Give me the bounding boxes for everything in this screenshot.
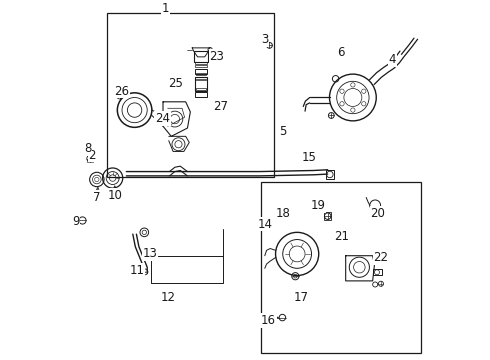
Text: 21: 21 bbox=[334, 230, 349, 243]
Bar bbox=[324, 212, 331, 220]
Bar bbox=[195, 62, 207, 64]
Bar bbox=[373, 269, 382, 275]
Bar bbox=[195, 65, 207, 67]
Bar bbox=[87, 159, 93, 162]
Text: 10: 10 bbox=[107, 189, 122, 202]
Text: 7: 7 bbox=[93, 191, 100, 204]
Bar bbox=[196, 73, 206, 75]
Text: 1: 1 bbox=[161, 2, 169, 15]
Text: 3: 3 bbox=[261, 33, 269, 46]
Bar bbox=[326, 170, 334, 179]
Text: 16: 16 bbox=[261, 314, 276, 327]
Text: 14: 14 bbox=[257, 217, 272, 230]
Text: 9: 9 bbox=[72, 215, 80, 228]
Text: 17: 17 bbox=[293, 291, 308, 303]
Bar bbox=[196, 69, 207, 74]
Bar bbox=[106, 13, 274, 177]
Text: 24: 24 bbox=[155, 112, 170, 125]
Text: 27: 27 bbox=[213, 100, 228, 113]
Text: 4: 4 bbox=[389, 53, 396, 66]
Text: 25: 25 bbox=[169, 77, 183, 90]
Bar bbox=[196, 77, 207, 91]
Text: 23: 23 bbox=[210, 50, 224, 63]
Bar bbox=[261, 182, 421, 353]
Bar bbox=[194, 51, 208, 62]
Text: 12: 12 bbox=[160, 291, 175, 303]
Text: 15: 15 bbox=[301, 152, 317, 165]
Text: 5: 5 bbox=[279, 125, 286, 138]
Bar bbox=[87, 153, 93, 156]
Text: 11: 11 bbox=[130, 264, 145, 276]
Text: 6: 6 bbox=[338, 46, 345, 59]
Bar bbox=[196, 92, 207, 97]
Bar bbox=[196, 79, 206, 80]
Text: 20: 20 bbox=[370, 207, 386, 220]
Text: 13: 13 bbox=[142, 247, 157, 260]
Text: 18: 18 bbox=[275, 207, 290, 220]
Text: 19: 19 bbox=[311, 199, 325, 212]
Text: 8: 8 bbox=[84, 143, 92, 156]
Text: 26: 26 bbox=[115, 85, 129, 98]
Text: 2: 2 bbox=[88, 149, 96, 162]
Text: 22: 22 bbox=[373, 251, 389, 264]
Bar bbox=[196, 88, 206, 90]
